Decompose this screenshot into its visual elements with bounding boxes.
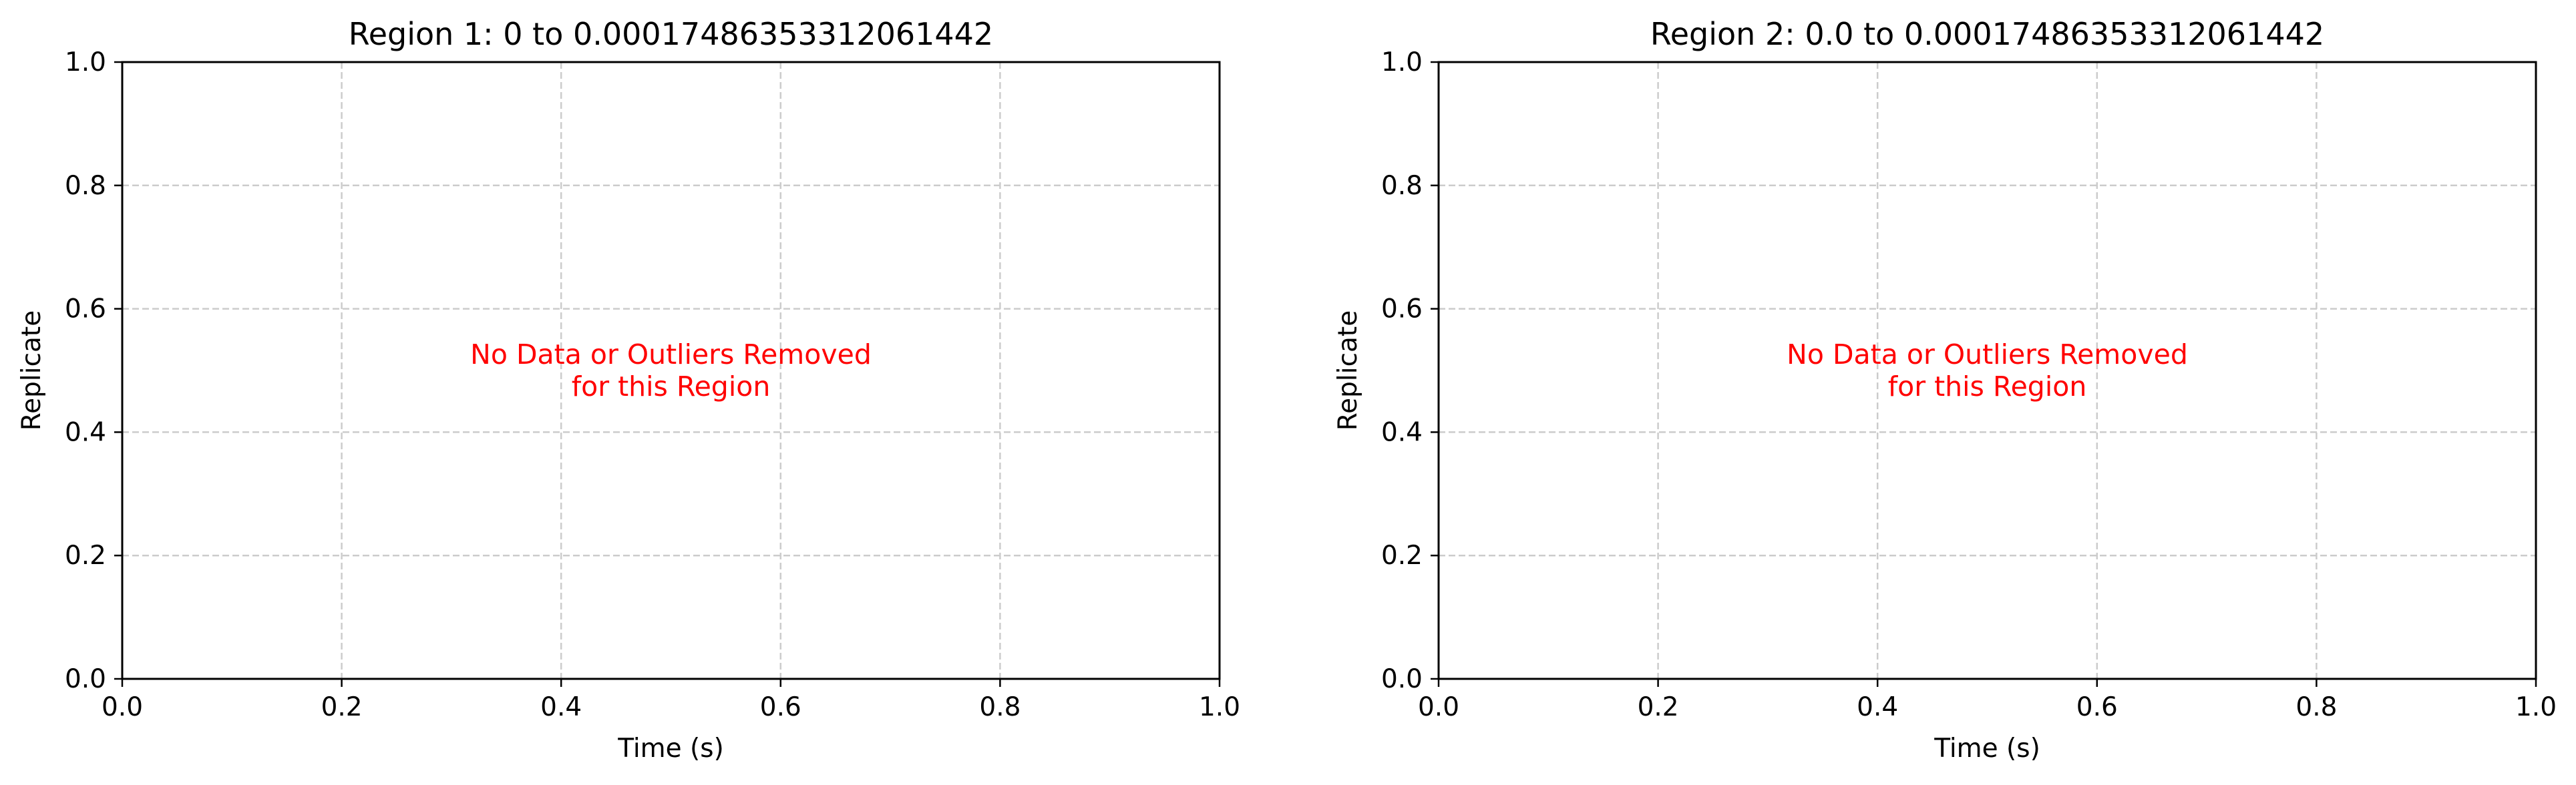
y-tick-label: 0.4 [65, 417, 106, 447]
y-tick-label: 0.0 [65, 664, 106, 694]
y-tick-label: 1.0 [65, 47, 106, 77]
x-tick-label: 0.2 [1638, 692, 1679, 722]
x-tick-label: 0.6 [760, 692, 801, 722]
x-axis-label: Time (s) [1934, 734, 2040, 764]
x-tick-label: 1.0 [2515, 692, 2557, 722]
y-tick-label: 0.2 [1381, 541, 1423, 571]
axes-frame [121, 61, 1221, 680]
y-tick-label: 0.4 [1381, 417, 1423, 447]
x-tick-label: 1.0 [1199, 692, 1240, 722]
chart-title: Region 1: 0 to 0.00017486353312061442 [349, 16, 993, 52]
x-tick-label: 0.0 [1418, 692, 1459, 722]
no-data-annotation-line: for this Region [1888, 370, 2087, 403]
x-tick-label: 0.6 [2076, 692, 2118, 722]
x-axis-label: Time (s) [617, 734, 724, 764]
y-axis-label: Replicate [17, 310, 47, 431]
x-tick-label: 0.8 [2295, 692, 2337, 722]
y-tick-label: 0.6 [1381, 294, 1423, 324]
y-tick-label: 0.0 [1381, 664, 1423, 694]
no-data-annotation-line: No Data or Outliers Removed [470, 338, 872, 370]
x-tick-label: 0.4 [540, 692, 582, 722]
no-data-annotation-line: No Data or Outliers Removed [1787, 338, 2188, 370]
subplot-region-2: 0.0 0.2 0.4 0.6 0.8 1.0 0.0 0.2 0.4 0.6 0.8 1.0 Regi… [1333, 16, 2557, 764]
x-tick-label: 0.4 [1857, 692, 1898, 722]
x-tick-label: 0.2 [321, 692, 363, 722]
subplot-region-1: 0.0 0.2 0.4 0.6 0.8 1.0 0.0 0.2 0.4 0.6 0.8 1.0 Regi… [17, 16, 1240, 764]
y-tick-label: 0.6 [65, 294, 106, 324]
y-axis-label: Replicate [1333, 310, 1363, 431]
y-tick-label: 1.0 [1381, 47, 1423, 77]
no-data-annotation-line: for this Region [572, 370, 771, 403]
y-tick-label: 0.8 [1381, 171, 1423, 201]
x-tick-label: 0.8 [979, 692, 1021, 722]
y-tick-label: 0.2 [65, 541, 106, 571]
y-tick-label: 0.8 [65, 171, 106, 201]
x-tick-label: 0.0 [102, 692, 143, 722]
axes-frame [1437, 61, 2537, 680]
chart-title: Region 2: 0.0 to 0.00017486353312061442 [1650, 16, 2324, 52]
